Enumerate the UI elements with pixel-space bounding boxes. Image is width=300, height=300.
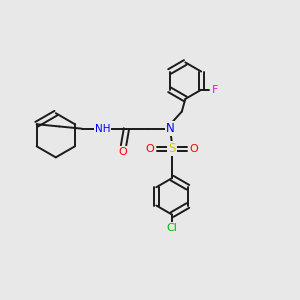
Text: O: O: [146, 144, 154, 154]
Text: N: N: [166, 122, 175, 135]
Text: O: O: [118, 147, 127, 157]
Text: S: S: [168, 142, 176, 155]
Text: O: O: [190, 144, 199, 154]
Text: F: F: [212, 85, 218, 95]
Text: NH: NH: [94, 124, 110, 134]
Text: Cl: Cl: [167, 223, 178, 233]
